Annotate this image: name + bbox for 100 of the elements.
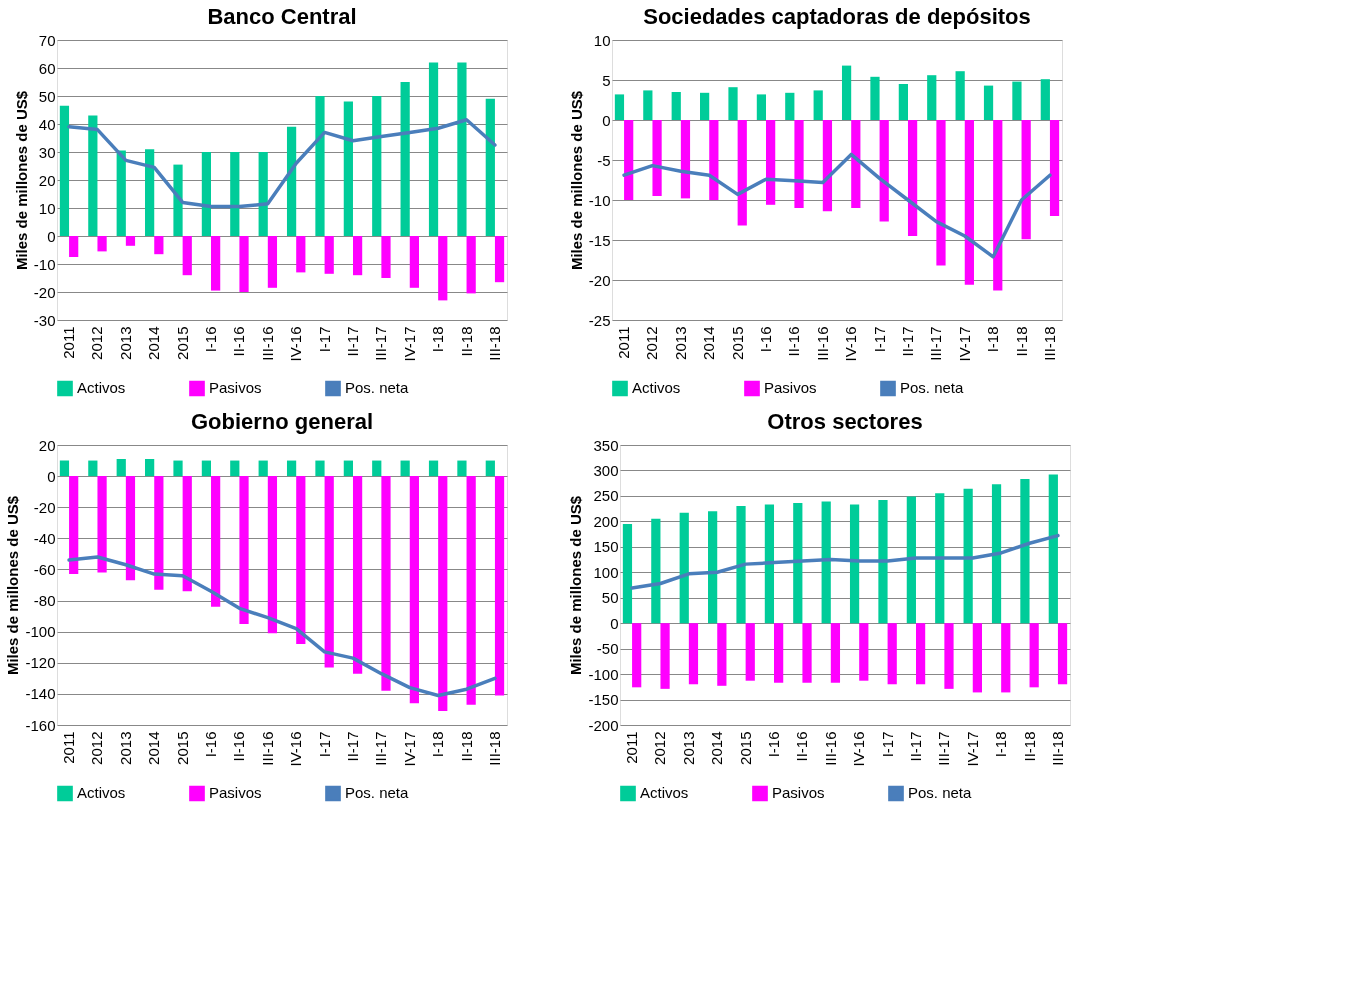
x-tick-label: III-16	[821, 731, 839, 766]
y-tick-label: 5	[602, 71, 611, 89]
bar	[343, 460, 353, 477]
bar	[457, 460, 467, 477]
line-series	[622, 152, 1052, 259]
bar	[428, 62, 439, 236]
x-tick-label: 2014	[700, 326, 718, 360]
bar	[671, 92, 681, 120]
x-tick-label: III-17	[935, 731, 953, 766]
x-tick-label: 2013	[116, 326, 134, 360]
y-axis-title: Miles de millones de US$	[12, 90, 30, 271]
y-tick-label: 250	[593, 487, 619, 505]
bar	[1057, 623, 1068, 685]
y-tick-label: -30	[33, 311, 56, 329]
y-tick-label: 200	[593, 512, 619, 530]
bar	[97, 476, 107, 573]
y-tick-label: -200	[588, 716, 619, 734]
bar	[898, 84, 908, 120]
x-tick-label: II-16	[230, 731, 248, 762]
y-tick-label: 60	[38, 59, 56, 77]
bar	[145, 459, 155, 477]
x-tick-label: II-16	[785, 326, 803, 357]
x-tick-label: IV-17	[963, 731, 981, 767]
bar	[485, 460, 495, 477]
line-series	[630, 533, 1060, 590]
x-tick-label: 2012	[88, 731, 106, 765]
x-tick-label: IV-16	[842, 326, 860, 362]
legend-label: Activos	[632, 379, 681, 397]
bar	[764, 504, 775, 624]
y-tick-label: -20	[33, 283, 56, 301]
bar	[372, 460, 382, 477]
x-tick-label: I-17	[878, 731, 896, 758]
legend-label: Pos. neta	[345, 784, 410, 802]
x-tick-label: II-17	[906, 731, 924, 762]
chart-title: Otros sectores	[767, 409, 923, 434]
bar	[466, 236, 476, 294]
bar	[116, 459, 126, 477]
bar	[907, 120, 918, 236]
bar	[428, 460, 439, 477]
x-tick-label: II-17	[343, 731, 361, 762]
line-series	[67, 555, 497, 698]
bar	[400, 82, 410, 236]
bar	[830, 623, 841, 683]
bar	[822, 120, 833, 212]
bar	[935, 493, 945, 624]
y-tick-label: -60	[33, 560, 56, 578]
bar	[1020, 479, 1030, 624]
bar	[745, 623, 755, 681]
x-tick-label: IV-17	[955, 326, 973, 362]
bar	[736, 506, 746, 624]
bar	[849, 504, 860, 624]
bar	[963, 488, 973, 624]
bar	[766, 120, 776, 205]
bar	[409, 476, 419, 704]
x-tick-label: I-17	[315, 731, 333, 758]
bar	[944, 623, 954, 689]
x-tick-label: II-18	[457, 326, 475, 357]
x-tick-label: 2015	[736, 731, 754, 765]
y-tick-label: -20	[588, 271, 611, 289]
x-tick-label: IV-16	[850, 731, 868, 767]
x-tick-label: I-18	[992, 731, 1010, 758]
x-tick-label: 2011	[60, 731, 78, 764]
bar	[1021, 120, 1031, 240]
y-tick-label: 20	[38, 171, 56, 189]
bar	[438, 476, 448, 711]
x-tick-label: 2015	[173, 326, 191, 360]
x-tick-label: III-18	[1040, 326, 1058, 361]
bar	[688, 623, 699, 685]
bar	[315, 96, 325, 236]
bar	[286, 126, 297, 236]
bar	[267, 236, 278, 288]
bar	[324, 476, 334, 668]
bar	[494, 476, 505, 696]
bar	[709, 120, 719, 200]
bar	[211, 476, 221, 607]
bar	[286, 460, 297, 477]
x-tick-label: I-16	[757, 326, 775, 353]
bar	[400, 460, 410, 477]
bar	[622, 523, 633, 624]
bar	[457, 62, 467, 236]
bar	[993, 120, 1003, 291]
bar	[964, 120, 974, 285]
bar	[173, 460, 183, 477]
y-tick-label: -100	[25, 623, 56, 641]
x-tick-label: I-18	[429, 326, 447, 353]
bar	[239, 476, 249, 624]
y-tick-label: 40	[38, 115, 56, 133]
y-tick-label: -5	[597, 151, 611, 169]
bar	[660, 623, 670, 689]
x-tick-label: II-18	[1012, 326, 1030, 357]
bar	[258, 152, 268, 236]
bar	[728, 87, 738, 120]
x-tick-label: II-18	[1020, 731, 1038, 762]
x-tick-label: IV-16	[287, 731, 305, 767]
bar	[679, 512, 689, 624]
x-tick-label: 2012	[88, 326, 106, 360]
bar	[991, 484, 1002, 624]
x-tick-label: 2013	[679, 731, 697, 765]
bar	[794, 120, 804, 208]
bar	[983, 85, 994, 120]
